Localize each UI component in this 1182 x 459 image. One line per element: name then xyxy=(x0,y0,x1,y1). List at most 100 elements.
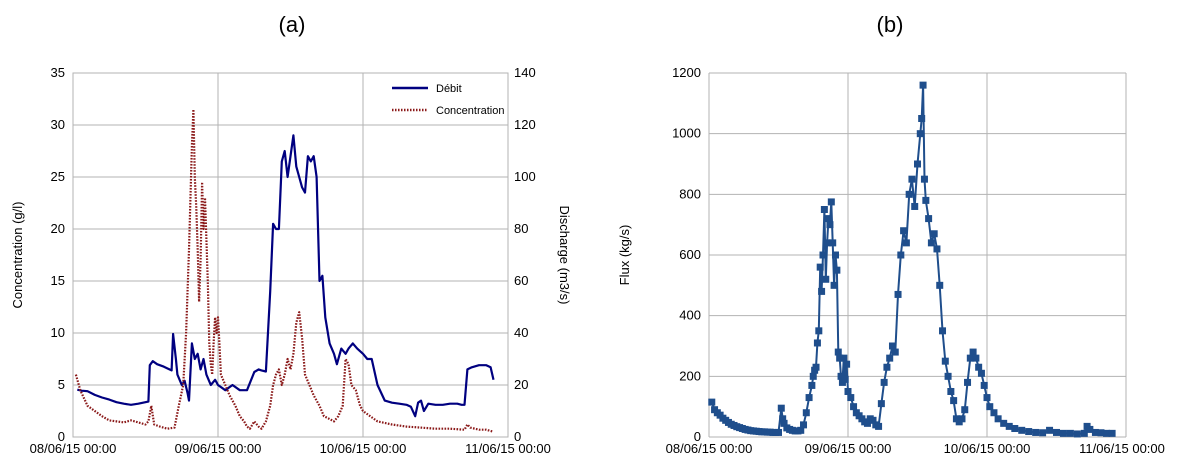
chart-b-y-tick-label: 400 xyxy=(679,308,701,323)
chart-b-flux-line xyxy=(710,84,1113,435)
chart-a-right-tick-label: 100 xyxy=(514,169,536,184)
chart-a-right-tick-label: 60 xyxy=(514,273,528,288)
chart-b-flux-point xyxy=(994,415,1002,423)
chart-b-flux-point xyxy=(958,415,966,423)
chart-b-flux-point xyxy=(1059,429,1067,437)
chart-b-flux-point xyxy=(836,354,844,362)
chart-a-right-tick-label: 140 xyxy=(514,65,536,80)
chart-a-left-tick-label: 0 xyxy=(58,429,65,444)
legend-concentration-label: Concentration xyxy=(436,105,505,117)
chart-b-x-tick-label: 11/06/15 00:00 xyxy=(1079,441,1165,456)
chart-b-flux-point xyxy=(829,239,837,247)
chart-b-flux-point xyxy=(831,251,839,259)
chart-b-flux-point xyxy=(1080,429,1088,437)
chart-a-left-tick-label: 15 xyxy=(51,273,65,288)
chart-b-flux-point xyxy=(850,403,858,411)
chart-b-x-tick-label: 08/06/15 00:00 xyxy=(666,441,753,456)
chart-b-flux-point xyxy=(840,354,848,362)
chart-a-right-tick-label: 40 xyxy=(514,325,528,340)
chart-b-flux-point xyxy=(1097,429,1105,437)
chart-b-flux-point xyxy=(944,372,952,380)
chart-b-flux-point xyxy=(813,339,821,347)
chart-a-legend: Débit Concentration xyxy=(392,83,505,117)
chart-b-flux-point xyxy=(837,372,845,380)
chart-b-flux-point xyxy=(847,394,855,402)
chart-b-x-tick-label: 10/06/15 00:00 xyxy=(944,441,1031,456)
chart-b-flux-point xyxy=(777,404,785,412)
chart-b-flux-point xyxy=(812,363,820,371)
chart-b-x-ticks: 08/06/15 00:00 09/06/15 00:00 10/06/15 00:… xyxy=(666,441,1165,456)
chart-b-flux-point xyxy=(815,327,823,335)
chart-b-flux-point xyxy=(822,275,830,283)
chart-b-flux-point xyxy=(797,426,805,434)
chart-b-flux-point xyxy=(920,175,928,183)
chart-b-flux-point xyxy=(950,397,958,405)
chart-b-flux-point xyxy=(961,406,969,414)
chart-a-series-debit-line xyxy=(77,134,495,418)
chart-b-flux-point xyxy=(983,394,991,402)
chart-b-flux-point xyxy=(1025,428,1033,436)
chart-b-flux-point xyxy=(875,422,883,430)
chart-b-y-tick-label: 600 xyxy=(679,247,701,262)
panel-a-label: (a) xyxy=(279,12,306,37)
chart-b-flux-point xyxy=(1091,428,1099,436)
chart-b-flux-point xyxy=(823,239,831,247)
chart-b-flux-point xyxy=(816,263,824,271)
chart-b-flux-point xyxy=(877,400,885,408)
chart-b-flux-point xyxy=(990,409,998,417)
chart-b-ylabel: Flux (kg/s) xyxy=(617,225,632,286)
chart-b-y-tick-label: 1200 xyxy=(672,65,701,80)
chart-a-ylabel-right: Discharge (m3/s) xyxy=(557,206,572,305)
chart-b-flux-point xyxy=(1000,419,1008,427)
chart-a-x-tick-label: 09/06/15 00:00 xyxy=(175,441,262,456)
chart-b-flux-point xyxy=(905,190,913,198)
chart-b-flux-point xyxy=(975,363,983,371)
chart-a-left-ticks: 0 5 10 15 20 25 30 35 xyxy=(51,65,65,444)
chart-b-flux-point xyxy=(775,428,782,436)
panel-b-label: (b) xyxy=(877,12,904,37)
chart-b-flux-point xyxy=(886,354,894,362)
chart-b-flux-point xyxy=(1046,426,1054,434)
legend-debit-label: Débit xyxy=(436,83,462,95)
chart-b-flux-point xyxy=(922,196,930,204)
chart-b-flux-point xyxy=(779,415,787,423)
chart-b-flux-point xyxy=(939,327,947,335)
chart-b-flux-point xyxy=(826,221,834,229)
chart-b-flux-point xyxy=(1108,429,1116,437)
chart-b-grid xyxy=(708,72,1127,438)
chart-a-x-ticks: 08/06/15 00:00 09/06/15 00:00 10/06/15 00:… xyxy=(30,441,551,456)
chart-a-right-tick-label: 20 xyxy=(514,377,528,392)
chart-a-left-tick-label: 5 xyxy=(58,377,65,392)
chart-b-flux-point xyxy=(966,354,974,362)
chart-b-flux-point xyxy=(825,215,833,223)
chart-a-x-tick-label: 11/06/15 00:00 xyxy=(465,441,551,456)
chart-b-flux-point xyxy=(820,206,828,213)
chart-b-series xyxy=(708,81,1116,438)
chart-b-flux-point xyxy=(1066,429,1074,437)
chart-b-flux-point xyxy=(918,115,926,122)
chart-a-left-tick-label: 20 xyxy=(51,221,65,236)
chart-b-flux-point xyxy=(930,230,938,238)
chart-b-flux-point xyxy=(827,198,835,206)
chart-b-flux-point xyxy=(902,239,910,247)
chart-b-flux-point xyxy=(941,357,949,365)
chart-b-flux-point xyxy=(1005,422,1013,430)
chart-b-flux-point xyxy=(802,409,810,417)
chart-b-flux-point xyxy=(916,130,924,138)
chart-b-flux-point xyxy=(1032,428,1040,436)
chart-b-flux-point xyxy=(1103,429,1111,437)
chart-a-left-tick-label: 25 xyxy=(51,169,65,184)
chart-b-flux-point xyxy=(819,251,827,259)
chart-a-right-ticks: 0 20 40 60 80 100 120 140 xyxy=(514,65,536,444)
chart-b-flux-point xyxy=(833,266,841,274)
chart-a-right-tick-label: 120 xyxy=(514,117,536,132)
chart-a-grid xyxy=(72,72,509,438)
chart-a-right-tick-label: 0 xyxy=(514,429,521,444)
chart-b-flux-point xyxy=(891,348,899,356)
chart-b: (b) 0 200 400 600 800 1000 1200 08/06/15 00:00… xyxy=(617,12,1165,456)
chart-b-flux-point xyxy=(883,363,891,371)
chart-b-flux-point xyxy=(834,348,842,356)
chart-b-flux-point xyxy=(809,372,817,380)
chart-b-y-tick-label: 200 xyxy=(679,368,701,383)
